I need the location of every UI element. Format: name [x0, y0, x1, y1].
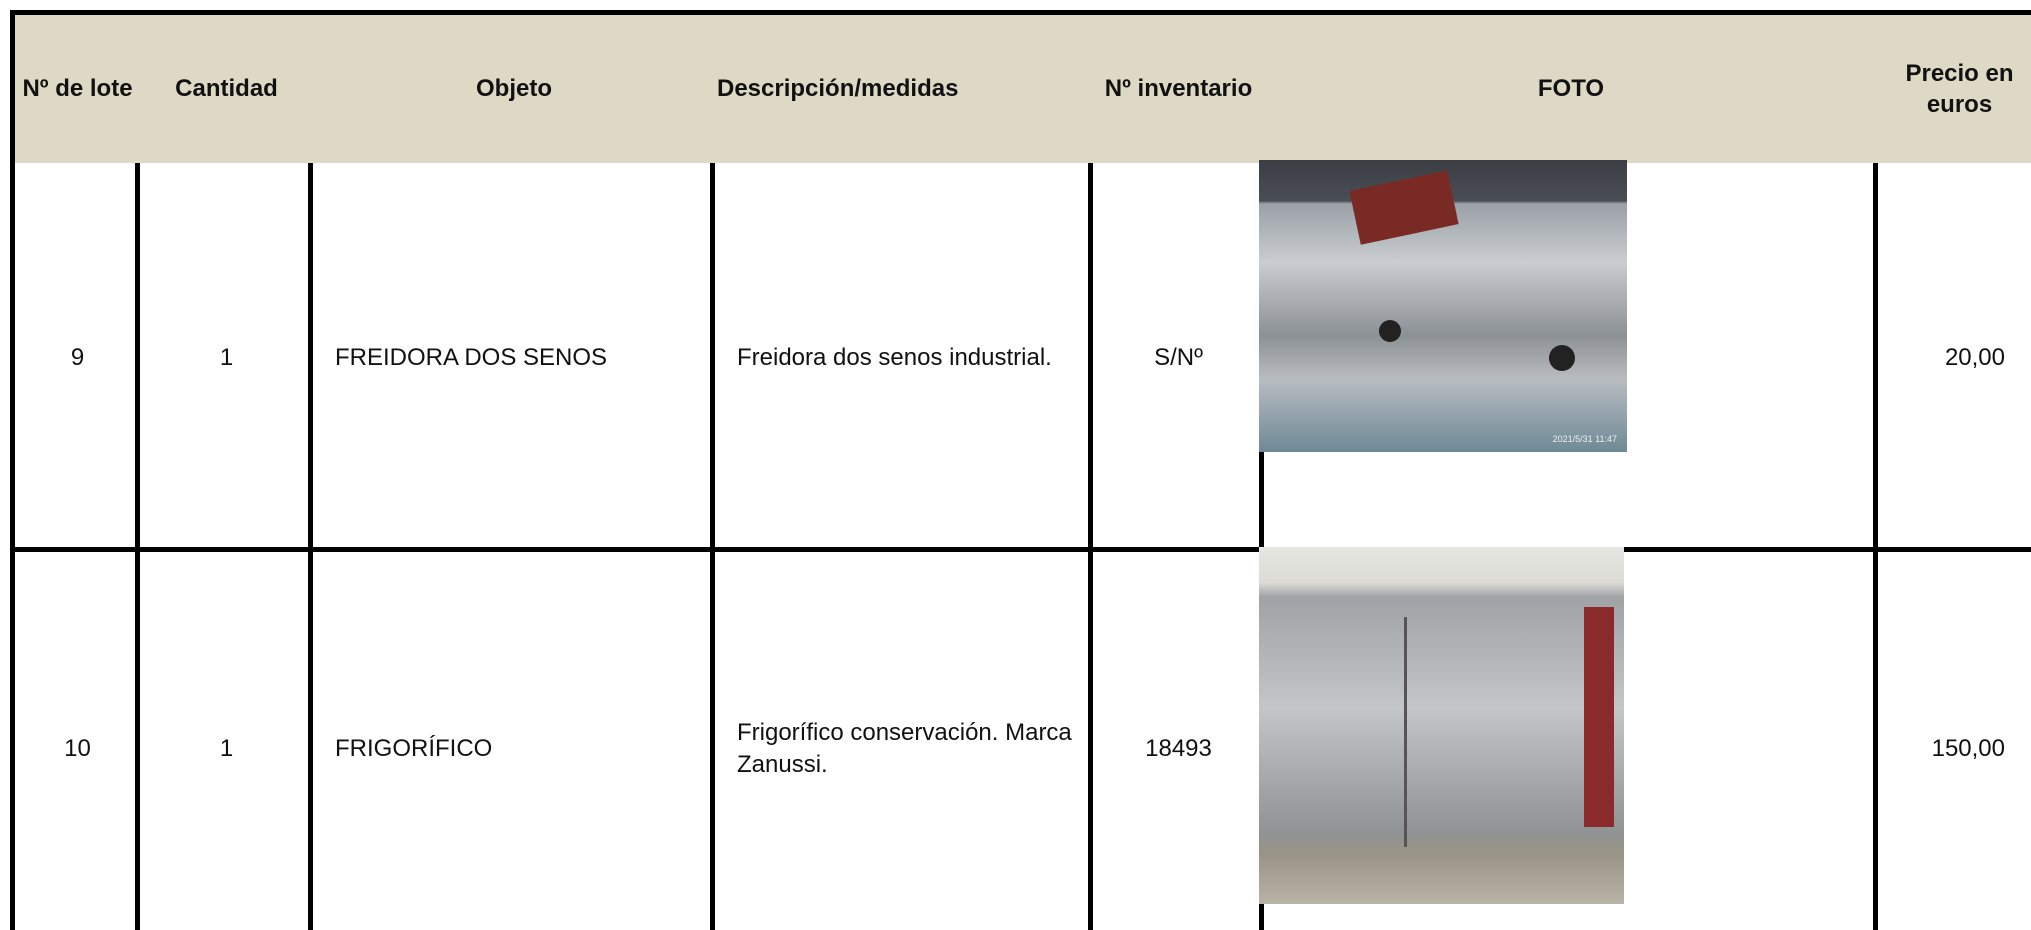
- cell-text: 9: [70, 343, 85, 371]
- header-cell: Nº de lote: [10, 10, 140, 163]
- body-cell: 10: [10, 547, 140, 930]
- cell-text: Frigorífico conservación. Marca Zanussi.: [737, 719, 1072, 778]
- photo-fridge: [1259, 547, 1624, 904]
- cell-text: Precio en euros: [1905, 59, 2014, 118]
- cell-text: 150,00: [1931, 734, 2005, 762]
- header-cell: Cantidad: [135, 10, 313, 163]
- cell-text: Nº inventario: [1104, 75, 1253, 103]
- cell-text: Nº de lote: [22, 75, 133, 103]
- header-cell: Nº inventario: [1088, 10, 1264, 163]
- body-cell: 1: [135, 158, 313, 552]
- body-cell: 9: [10, 158, 140, 552]
- cell-text: Cantidad: [175, 75, 278, 103]
- body-cell: S/Nº: [1088, 158, 1264, 552]
- body-cell: 20,00: [1873, 158, 2031, 552]
- photo-part: [1379, 320, 1401, 342]
- photo-part: [1349, 170, 1459, 245]
- header-cell: Precio en euros: [1873, 10, 2031, 163]
- cell-text: 1: [219, 734, 234, 762]
- photo-part: [1549, 345, 1575, 371]
- body-cell: Frigorífico conservación. Marca Zanussi.: [710, 547, 1093, 930]
- header-cell: Objeto: [308, 10, 715, 163]
- cell-text: S/Nº: [1154, 343, 1203, 371]
- photo-fryer: 2021/5/31 11:47: [1259, 160, 1627, 452]
- photo-timestamp: 2021/5/31 11:47: [1552, 434, 1617, 444]
- cell-text: Descripción/medidas: [717, 75, 959, 103]
- cell-text: FREIDORA DOS SENOS: [335, 343, 608, 371]
- body-cell: FRIGORÍFICO: [308, 547, 715, 930]
- body-cell: FREIDORA DOS SENOS: [308, 158, 715, 552]
- cell-text: Freidora dos senos industrial.: [737, 343, 1052, 371]
- body-cell: 150,00: [1873, 547, 2031, 930]
- cell-text: 10: [64, 734, 91, 762]
- cell-text: FOTO: [1537, 75, 1605, 103]
- body-cell: 1: [135, 547, 313, 930]
- cell-text: Objeto: [476, 75, 552, 103]
- body-cell: 18493: [1088, 547, 1264, 930]
- header-cell: Descripción/medidas: [710, 10, 1093, 163]
- cell-text: FRIGORÍFICO: [335, 734, 493, 762]
- photo-part: [1404, 617, 1407, 847]
- cell-text: 18493: [1145, 734, 1212, 762]
- header-cell: FOTO: [1259, 10, 1878, 163]
- body-cell: Freidora dos senos industrial.: [710, 158, 1093, 552]
- cell-text: 1: [219, 343, 234, 371]
- photo-part: [1584, 607, 1614, 827]
- cell-text: 20,00: [1944, 343, 2005, 371]
